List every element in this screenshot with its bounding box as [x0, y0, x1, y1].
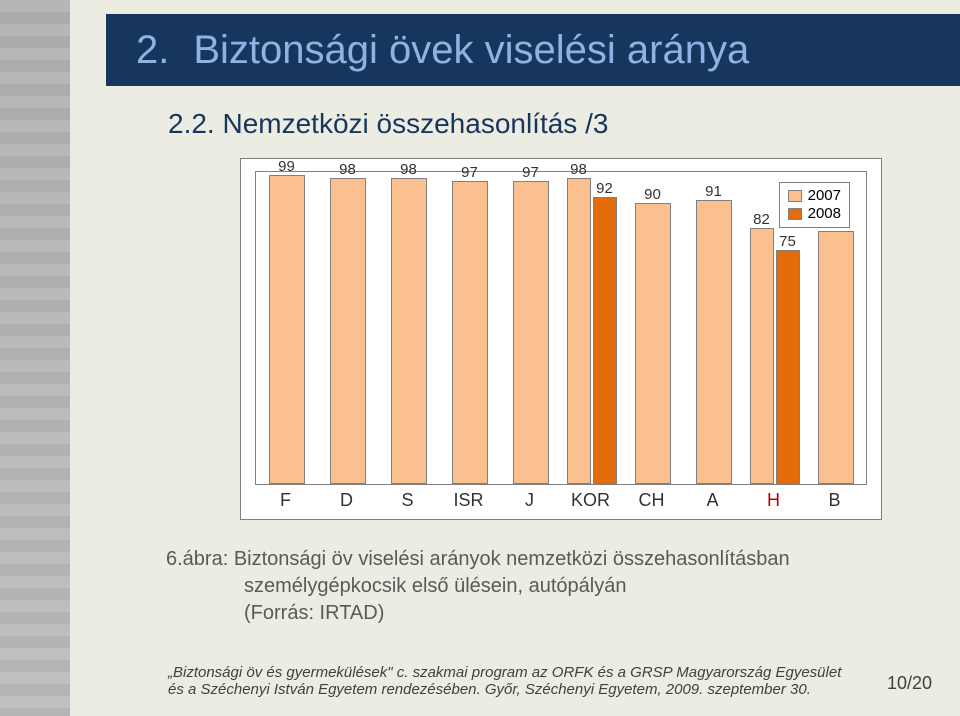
- x-axis-label: J: [503, 490, 557, 511]
- page-number: 10/20: [887, 673, 932, 694]
- bar-value-label: 99: [270, 158, 304, 175]
- x-axis: FDS ISR J KOR CH AHB: [255, 491, 867, 511]
- bar-group: 90: [626, 172, 680, 484]
- legend-item-2007: 2007: [788, 187, 841, 205]
- bar: 97: [513, 181, 549, 484]
- legend-swatch-2007: [788, 190, 802, 202]
- bar: 98: [330, 178, 366, 484]
- bar-value-label: 98: [392, 161, 426, 178]
- bar: 98: [567, 178, 591, 484]
- bar-value-label: 82: [751, 211, 773, 228]
- caption-line-3: (Forrás: IRTAD): [166, 600, 790, 627]
- figure-caption: 6.ábra: Biztonsági öv viselési arányok n…: [166, 546, 790, 627]
- bar-group: 98: [382, 172, 436, 484]
- x-axis-label: F: [259, 490, 313, 511]
- left-photo-strip: [0, 0, 70, 716]
- x-axis-label: CH: [625, 490, 679, 511]
- bar-group: 99: [260, 172, 314, 484]
- bar-value-label: 91: [697, 183, 731, 200]
- legend: 2007 2008: [779, 182, 850, 228]
- x-axis-label: S: [381, 490, 435, 511]
- footer-line-2: és a Széchenyi István Egyetem rendezéséb…: [168, 681, 960, 698]
- x-axis-label: B: [808, 490, 862, 511]
- bar: 90: [635, 203, 671, 484]
- plot-area: 999898979798929091827581 2007 2008: [255, 171, 867, 485]
- bar-value-label: 97: [514, 164, 548, 181]
- bar: 97: [452, 181, 488, 484]
- slide-page: 2. Biztonsági övek viselési aránya 2.2. …: [0, 0, 960, 716]
- bar-value-label: 90: [636, 186, 670, 203]
- bar: 75: [776, 250, 800, 484]
- title-text: Biztonsági övek viselési aránya: [193, 28, 749, 73]
- bar: 82: [750, 228, 774, 484]
- x-axis-label: A: [686, 490, 740, 511]
- bar-group: 98: [321, 172, 375, 484]
- bar: 98: [391, 178, 427, 484]
- title-band: 2. Biztonsági övek viselési aránya: [106, 14, 960, 86]
- bar: 91: [696, 200, 732, 484]
- x-axis-label: H: [747, 490, 801, 511]
- bar: 99: [269, 175, 305, 484]
- content-area: 2. Biztonsági övek viselési aránya 2.2. …: [70, 0, 960, 716]
- bar: 92: [593, 197, 617, 484]
- bar-value-label: 97: [453, 164, 487, 181]
- legend-label-2007: 2007: [808, 187, 841, 205]
- bar-group: 91: [687, 172, 741, 484]
- title-number: 2.: [136, 28, 169, 73]
- bar-value-label: 92: [594, 180, 616, 197]
- bar-groups: 999898979798929091827581: [256, 172, 866, 484]
- bar-group: 9892: [565, 172, 619, 484]
- bar-chart: 999898979798929091827581 2007 2008 FDSIS…: [240, 158, 882, 520]
- footer-line-1: „Biztonsági öv és gyermekülések" c. szak…: [168, 664, 960, 681]
- x-axis-label: KOR: [564, 490, 618, 511]
- bar-value-label: 98: [568, 161, 590, 178]
- legend-item-2008: 2008: [788, 205, 841, 223]
- legend-swatch-2008: [788, 208, 802, 220]
- x-axis-label: ISR: [442, 490, 496, 511]
- bar: 81: [818, 231, 854, 484]
- bar-value-label: 98: [331, 161, 365, 178]
- x-axis-label: D: [320, 490, 374, 511]
- caption-line-1: 6.ábra: Biztonsági öv viselési arányok n…: [166, 546, 790, 573]
- bar-group: 97: [443, 172, 497, 484]
- subtitle: 2.2. Nemzetközi összehasonlítás /3: [168, 108, 608, 140]
- bar-value-label: 75: [777, 233, 799, 250]
- bar-group: 97: [504, 172, 558, 484]
- caption-line-2: személygépkocsik első ülésein, autópályá…: [166, 573, 790, 600]
- legend-label-2008: 2008: [808, 205, 841, 223]
- footer: „Biztonsági öv és gyermekülések" c. szak…: [140, 664, 960, 698]
